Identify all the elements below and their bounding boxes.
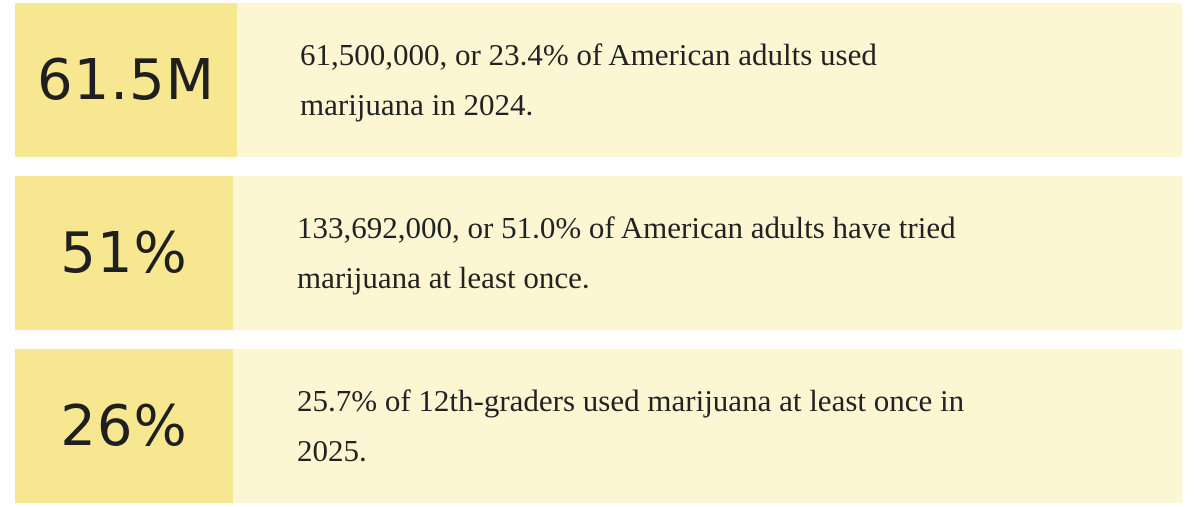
text-line: 25.7% of 12th-graders used marijuana at … [297,383,965,418]
text-line: 2025. [297,433,367,468]
stat-card: 51% 133,692,000, or 51.0% of American ad… [15,176,1182,330]
text-line: marijuana at least once. [297,260,590,295]
stat-text: 25.7% of 12th-graders used marijuana at … [233,349,964,503]
stat-figure: 51% [15,176,233,330]
text-line: 61,500,000, or 23.4% of American adults … [300,37,877,72]
stat-card: 26% 25.7% of 12th-graders used marijuana… [15,349,1182,503]
stat-card: 61.5M 61,500,000, or 23.4% of American a… [15,3,1182,157]
text-line: 133,692,000, or 51.0% of American adults… [297,210,956,245]
stat-text: 61,500,000, or 23.4% of American adults … [237,3,877,157]
text-line: marijuana in 2024. [300,87,534,122]
stat-figure: 26% [15,349,233,503]
stat-text: 133,692,000, or 51.0% of American adults… [233,176,956,330]
stat-figure: 61.5M [15,3,237,157]
